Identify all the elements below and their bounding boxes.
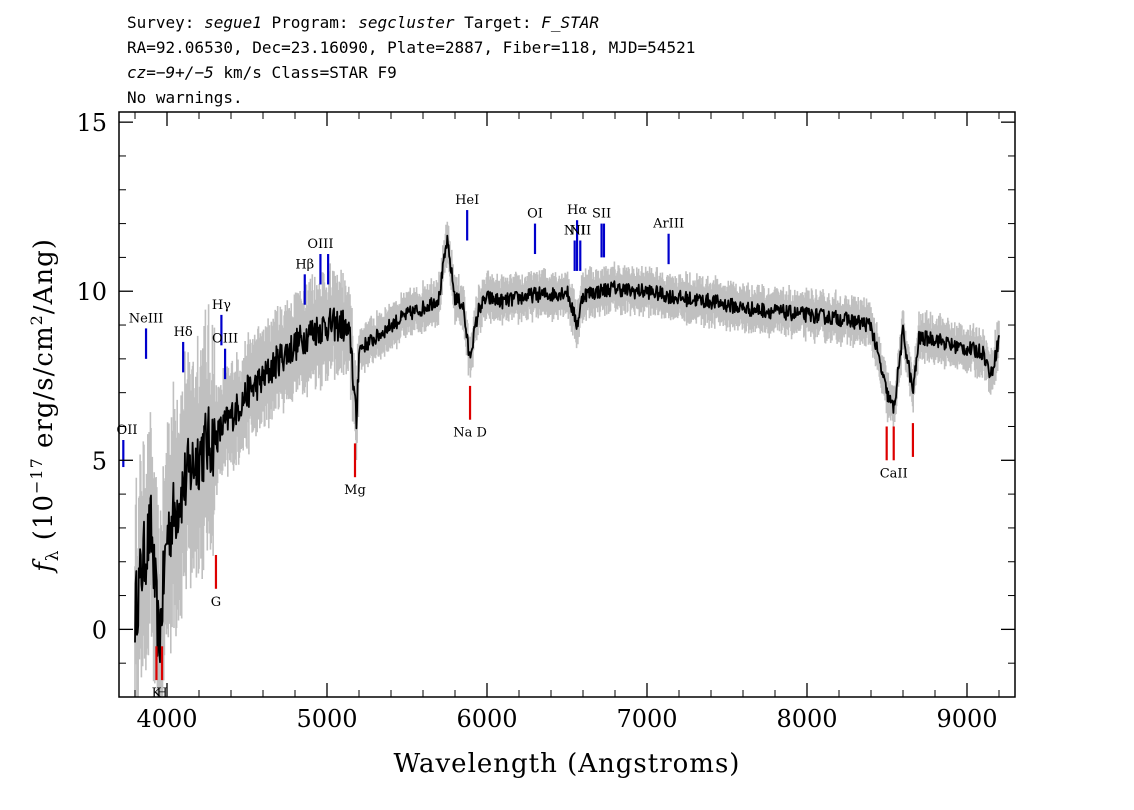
emission-line-label: OI xyxy=(527,207,543,222)
emission-line-label: NII xyxy=(564,223,586,238)
emission-line-label: Hβ xyxy=(295,257,314,272)
x-tick-label: 8000 xyxy=(776,705,837,733)
flux-series xyxy=(134,234,1000,664)
header-line-2: RA=92.06530, Dec=23.16090, Plate=2887, F… xyxy=(127,38,695,57)
flux-uncertainty-band xyxy=(134,221,1000,697)
y-tick-label: 5 xyxy=(92,447,107,475)
emission-line-label: OIII xyxy=(307,237,333,252)
emission-line-label: SII xyxy=(592,207,611,222)
emission-line-label: NII xyxy=(569,223,591,238)
emission-line-label: Hγ xyxy=(212,298,231,313)
absorption-line-label: H xyxy=(156,686,167,701)
spectral-line-markers: OIINeIIIHδHγOIIIHβOIIIHeIOINIIHαNIISIIAr… xyxy=(117,193,915,701)
axis-ticks: 4000 5000 6000 7000 8000 9000 0 5 10 15 xyxy=(76,109,1015,733)
absorption-line-label: G xyxy=(211,595,221,610)
emission-line-label: Hδ xyxy=(174,325,193,340)
header-line-3: cz=−9+/−5 km/s Class=STAR F9 xyxy=(127,63,397,82)
absorption-line-label: Na D xyxy=(453,426,487,441)
absorption-line-label: Mg xyxy=(344,483,366,498)
x-tick-label: 4000 xyxy=(136,705,197,733)
emission-line-label: Hα xyxy=(567,203,587,218)
emission-line-label: ArIII xyxy=(652,217,684,232)
header-line-4: No warnings. xyxy=(127,88,243,107)
x-tick-label: 9000 xyxy=(936,705,997,733)
y-tick-label: 10 xyxy=(76,278,107,306)
absorption-line-label: K xyxy=(152,686,162,701)
x-tick-label: 5000 xyxy=(296,705,357,733)
header-line-1: Survey: segue1 Program: segcluster Targe… xyxy=(127,13,599,32)
y-tick-label: 0 xyxy=(92,616,107,644)
absorption-line-label: CaII xyxy=(880,466,908,481)
x-tick-label: 7000 xyxy=(616,705,677,733)
uncertainty-band-path xyxy=(134,221,1000,697)
emission-line-label: HeI xyxy=(455,193,479,208)
plot-frame xyxy=(118,111,1016,698)
flux-line xyxy=(134,234,1000,664)
emission-line-label: NeIII xyxy=(129,311,163,326)
y-tick-label: 15 xyxy=(76,109,107,137)
x-tick-label: 6000 xyxy=(456,705,517,733)
x-axis-label: Wavelength (Angstroms) xyxy=(394,749,741,779)
y-axis-label: fλ (10−17 erg/s/cm2/Ang) xyxy=(27,238,63,574)
emission-line-label: OIII xyxy=(212,332,238,347)
